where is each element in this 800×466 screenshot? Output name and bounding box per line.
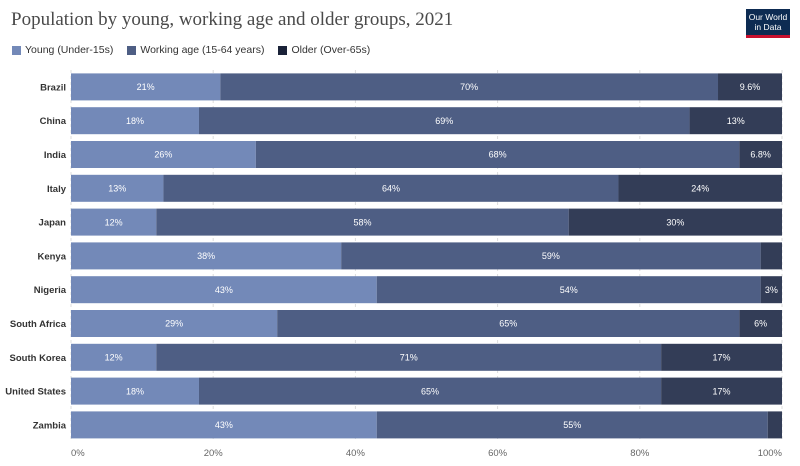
data-label: 65% [499, 319, 517, 329]
bar-segment-young [71, 208, 157, 236]
data-label: 64% [382, 184, 400, 194]
bar-segment-working-age [255, 141, 740, 168]
legend: Young (Under-15s) Working age (15-64 yea… [12, 44, 370, 56]
bar-segment-working-age [341, 242, 761, 270]
data-label: 12% [105, 353, 123, 363]
data-label: 17% [713, 386, 731, 396]
bar-segment-older [718, 73, 782, 101]
data-label: 6.8% [750, 150, 771, 160]
data-label: 68% [489, 150, 507, 160]
bar-segment-working-age [156, 208, 569, 236]
bar-segment-young [71, 310, 278, 337]
bar-segment-older [618, 174, 782, 202]
bar-segment-older [767, 411, 782, 439]
bar-segment-older [739, 310, 782, 337]
data-label: 6% [754, 319, 767, 329]
category-label: China [40, 116, 67, 127]
logo-line-2: in Data [754, 22, 782, 32]
legend-label-young: Young (Under-15s) [25, 44, 114, 56]
bar-segment-older [760, 242, 782, 270]
legend-label-older: Older (Over-65s) [291, 44, 371, 56]
legend-item-working-age[interactable]: Working age (15-64 years) [127, 44, 264, 56]
bar-segment-working-age [163, 174, 619, 202]
logo-line-1: Our World [748, 12, 788, 22]
legend-item-older[interactable]: Older (Over-65s) [278, 44, 370, 56]
data-label: 65% [421, 386, 439, 396]
bar-segment-older [661, 343, 782, 371]
bar-segment-older [568, 208, 782, 236]
data-label: 12% [105, 217, 123, 227]
bar-segment-working-age [277, 310, 740, 337]
data-label: 29% [165, 319, 183, 329]
bar-segment-young [71, 276, 377, 304]
data-label: 58% [354, 217, 372, 227]
bar-segment-older [739, 141, 782, 168]
bar-segment-young [71, 377, 199, 405]
bar-segment-young [71, 242, 342, 270]
category-label: India [44, 150, 67, 161]
data-label: 13% [727, 116, 745, 126]
data-label: 71% [400, 353, 418, 363]
category-label: Japan [39, 218, 67, 229]
bar-segment-working-age [376, 411, 768, 439]
x-tick-label: 60% [488, 448, 508, 459]
category-label: Kenya [37, 251, 66, 262]
data-label: 9.6% [740, 82, 761, 92]
legend-label-working-age: Working age (15-64 years) [140, 44, 265, 56]
category-label: Zambia [33, 420, 67, 431]
bar-segment-young [71, 141, 256, 168]
legend-swatch-young [12, 45, 21, 55]
data-label: 43% [215, 285, 233, 295]
data-label: 21% [137, 82, 155, 92]
data-label: 70% [460, 82, 478, 92]
data-label: 69% [435, 116, 453, 126]
bar-segment-older [689, 107, 782, 135]
bar-segment-young [71, 73, 221, 101]
category-label: South Africa [10, 319, 67, 330]
bar-segment-older [661, 377, 782, 405]
chart-title: Population by young, working age and old… [11, 9, 454, 30]
data-label: 26% [154, 150, 172, 160]
data-label: 59% [542, 251, 560, 261]
data-label: 18% [126, 386, 144, 396]
data-label: 13% [108, 184, 126, 194]
bar-segment-working-age [156, 343, 662, 371]
x-tick-label: 100% [758, 448, 783, 459]
x-tick-label: 40% [346, 448, 366, 459]
data-label: 24% [691, 184, 709, 194]
x-tick-label: 0% [71, 448, 85, 459]
data-label: 43% [215, 420, 233, 430]
bar-segment-young [71, 343, 157, 371]
bar-segment-older [760, 276, 782, 304]
category-label: Nigeria [34, 285, 67, 296]
category-label: South Korea [10, 353, 67, 364]
data-label: 38% [197, 251, 215, 261]
bar-segment-young [71, 411, 377, 439]
x-tick-label: 20% [204, 448, 224, 459]
x-tick-label: 80% [630, 448, 650, 459]
bar-segment-young [71, 174, 164, 202]
category-label: United States [5, 387, 66, 398]
bar-segment-working-age [220, 73, 719, 101]
data-label: 54% [560, 285, 578, 295]
bar-segment-young [71, 107, 199, 135]
owid-logo[interactable]: Our World in Data [746, 9, 790, 38]
data-label: 17% [713, 353, 731, 363]
data-label: 18% [126, 116, 144, 126]
bar-segment-working-age [198, 107, 690, 135]
bar-segment-working-age [376, 276, 761, 304]
legend-item-young[interactable]: Young (Under-15s) [12, 44, 113, 56]
bar-segment-working-age [198, 377, 662, 405]
data-label: 3% [765, 285, 778, 295]
legend-swatch-working-age [127, 45, 137, 55]
data-label: 55% [563, 420, 581, 430]
legend-swatch-older [278, 45, 288, 55]
category-label: Brazil [40, 82, 66, 93]
category-label: Italy [47, 184, 67, 195]
data-label: 30% [666, 217, 684, 227]
